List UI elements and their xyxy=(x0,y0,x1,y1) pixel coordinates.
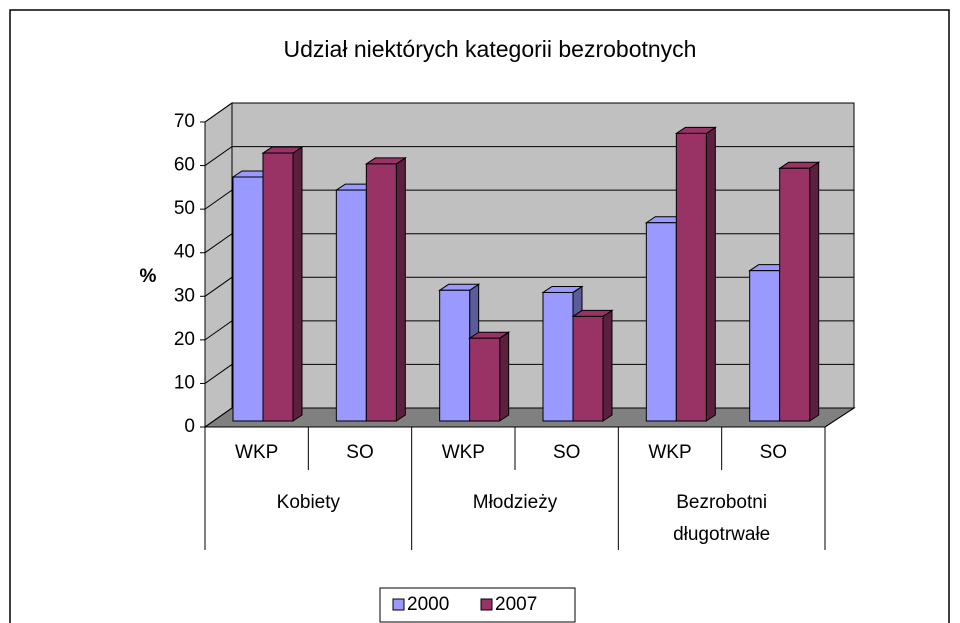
y-axis-label: % xyxy=(140,266,157,287)
floor-edge xyxy=(824,407,855,428)
legend-swatch xyxy=(392,598,405,611)
bar xyxy=(542,291,574,422)
y-tick-label: 30 xyxy=(174,285,195,306)
bar-side xyxy=(705,126,716,422)
bar xyxy=(439,289,471,422)
y-tick-label: 60 xyxy=(174,155,195,176)
grid-line xyxy=(204,189,854,210)
bar-side xyxy=(395,156,406,422)
y-tick-label: 0 xyxy=(184,416,195,437)
bar-side xyxy=(499,331,510,422)
bar xyxy=(469,337,501,422)
legend-box xyxy=(379,587,576,623)
group-label: Kobiety xyxy=(276,492,341,513)
bar xyxy=(779,167,811,422)
y-tick-label: 10 xyxy=(174,372,195,393)
group-label: Bezrobotni długotrwałe xyxy=(673,492,771,545)
bar xyxy=(335,189,367,422)
x-tick-label: WKP xyxy=(442,442,485,463)
bar xyxy=(232,176,264,422)
bar xyxy=(572,315,604,422)
x-tick-label: WKP xyxy=(648,442,691,463)
grid-line xyxy=(204,102,854,123)
bar xyxy=(262,152,294,422)
bar xyxy=(365,163,397,422)
group-label: Młodzieży xyxy=(472,492,558,513)
legend-swatch xyxy=(480,598,493,611)
y-tick-label: 70 xyxy=(174,111,195,132)
bar xyxy=(749,270,781,422)
bar-side xyxy=(809,161,820,422)
x-tick-label: SO xyxy=(346,442,373,463)
legend-label: 2000 xyxy=(407,594,449,615)
chart-title: Udział niektórych kategorii bezrobotnych xyxy=(284,36,697,62)
bar-side xyxy=(602,309,613,422)
x-tick-label: WKP xyxy=(235,442,278,463)
y-tick-label: 40 xyxy=(174,242,195,263)
bar xyxy=(645,222,677,422)
y-tick-label: 20 xyxy=(174,329,195,350)
y-tick-label: 50 xyxy=(174,198,195,219)
bar xyxy=(675,132,707,422)
bar-side xyxy=(292,146,303,422)
x-tick-label: SO xyxy=(553,442,580,463)
grid-line xyxy=(204,146,854,166)
side-wall xyxy=(204,102,233,428)
x-tick-label: SO xyxy=(760,442,787,463)
legend-label: 2007 xyxy=(495,594,537,615)
